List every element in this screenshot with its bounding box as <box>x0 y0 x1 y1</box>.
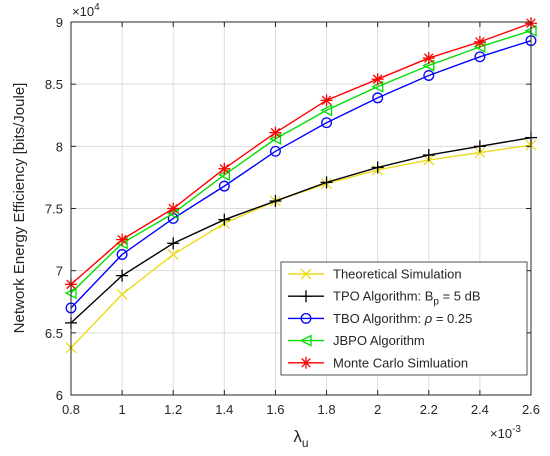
data-point <box>218 180 230 192</box>
y-multiplier-exponent: 4 <box>94 2 100 13</box>
legend-swatch-marker <box>300 268 312 280</box>
data-point <box>474 147 486 159</box>
legend-label: TBO Algorithm: ρ = 0.25 <box>333 311 472 326</box>
data-point <box>269 145 281 157</box>
y-tick-label: 8.5 <box>45 77 63 92</box>
legend: Theoretical Simulation TPO Algorithm: Bp … <box>280 261 528 376</box>
data-point <box>269 195 282 208</box>
data-point <box>116 233 129 246</box>
data-point <box>423 70 435 81</box>
legend-swatch-marker <box>300 312 312 324</box>
data-point <box>372 92 384 104</box>
y-multiplier-base: ×10 <box>72 4 94 19</box>
y-tick-label: 6.5 <box>45 326 63 341</box>
data-point <box>422 52 435 65</box>
y-tick-label: 9 <box>56 15 63 30</box>
data-point <box>218 213 231 226</box>
x-tick-label: 1.6 <box>266 402 284 417</box>
legend-entries: Theoretical Simulation TPO Algorithm: Bp … <box>288 267 481 370</box>
series-line <box>70 22 532 285</box>
x-tick-label: 1.2 <box>164 402 182 417</box>
legend-entry: TPO Algorithm: Bp = 5 dB <box>288 289 481 308</box>
x-multiplier-base: ×10 <box>490 426 512 441</box>
data-point <box>473 35 486 48</box>
legend-entry: JBPO Algorithm <box>288 333 425 348</box>
data-point <box>167 237 180 250</box>
x-axis-label: λu <box>293 427 308 450</box>
data-point <box>371 73 384 86</box>
legend-swatch-marker <box>300 290 312 303</box>
data-point <box>167 202 180 215</box>
legend-swatch-marker <box>299 334 312 347</box>
data-point <box>116 269 129 282</box>
x-tick-label: 2.4 <box>471 402 489 417</box>
x-tick-label: 2.6 <box>522 402 540 417</box>
data-point <box>167 249 179 260</box>
tick-layer: 0.8 1 1.2 1.4 1.6 1.8 2 2.2 2.4 2.6 6 6.5 7 7.5 8 8.5 9 <box>45 15 540 417</box>
legend-label: TPO Algorithm: Bp = 5 dB <box>333 289 481 308</box>
legend-label: Theoretical Simulation <box>333 267 462 282</box>
y-tick-label: 7 <box>56 264 63 279</box>
y-tick-label: 6 <box>56 388 63 403</box>
series-layer <box>64 17 537 354</box>
data-point <box>116 288 128 300</box>
series-2 <box>65 131 537 329</box>
x-axis-label-symbol: λ <box>293 427 302 446</box>
data-point <box>473 140 486 153</box>
data-point <box>116 249 128 260</box>
x-tick-label: 1.8 <box>318 402 336 417</box>
x-tick-label: 0.8 <box>62 402 80 417</box>
y-axis-multiplier: ×104 <box>72 2 100 19</box>
legend-swatch-marker <box>300 356 312 369</box>
data-point <box>474 51 486 63</box>
x-axis-label-subscript: u <box>302 436 309 450</box>
legend-label: Monte Carlo Simluation <box>333 355 468 370</box>
x-axis-multiplier: ×10-3 <box>490 424 521 441</box>
series-line <box>70 39 532 309</box>
data-point <box>269 126 282 139</box>
data-point <box>422 149 435 162</box>
legend-entry: Monte Carlo Simluation <box>288 355 468 370</box>
data-point <box>371 161 384 174</box>
data-point <box>320 94 333 107</box>
legend-entry: TBO Algorithm: ρ = 0.25 <box>288 311 472 326</box>
x-tick-label: 1 <box>118 402 125 417</box>
x-tick-label: 2.2 <box>420 402 438 417</box>
series-5 <box>65 17 537 291</box>
data-point <box>320 104 333 117</box>
y-axis-label: Network Energy Efficiency [bits/Joule] <box>11 83 28 334</box>
x-multiplier-exponent: -3 <box>512 424 521 435</box>
legend-entry: Theoretical Simulation <box>288 267 462 282</box>
x-tick-label: 1.4 <box>215 402 233 417</box>
series-line <box>70 136 532 324</box>
y-tick-label: 7.5 <box>45 202 63 217</box>
legend-label: JBPO Algorithm <box>333 333 425 348</box>
x-tick-label: 2 <box>374 402 381 417</box>
data-point <box>320 176 333 189</box>
y-tick-label: 8 <box>56 139 63 154</box>
data-point <box>218 162 231 175</box>
series-line <box>70 30 532 294</box>
data-point <box>321 117 333 129</box>
